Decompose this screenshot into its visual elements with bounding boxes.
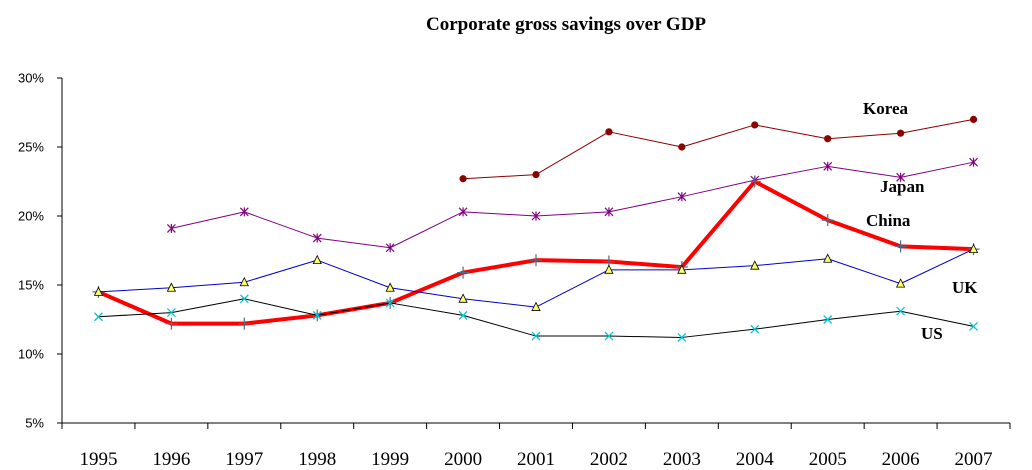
x-tick-label: 2002 (590, 449, 628, 470)
data-point-us (823, 315, 833, 324)
data-point-korea (824, 135, 832, 143)
series-uk (93, 243, 979, 311)
y-tick-label: 25% (18, 140, 44, 155)
series-labels: Korea Japan China UK US (863, 99, 978, 343)
series-label-korea: Korea (863, 99, 909, 118)
data-point-korea (751, 121, 759, 129)
x-tick-label: 2004 (736, 449, 775, 470)
data-point-japan (969, 157, 978, 167)
data-point-us (385, 298, 395, 308)
data-point-china (821, 214, 834, 227)
data-point-us (166, 308, 176, 318)
data-point-uk (385, 282, 395, 292)
data-point-uk (750, 260, 760, 270)
series-label-japan: Japan (880, 177, 925, 196)
x-tick-label: 2006 (882, 449, 920, 470)
data-point-uk (166, 282, 177, 292)
data-point-china (530, 254, 542, 267)
data-point-uk (239, 276, 249, 287)
data-point-china (748, 175, 761, 188)
y-tick-label: 30% (18, 71, 44, 86)
data-point-us (239, 294, 249, 304)
x-tick-label: 2001 (517, 449, 555, 470)
data-point-uk (531, 301, 541, 311)
data-point-uk (93, 286, 104, 296)
data-point-japan (604, 207, 614, 217)
data-point-uk (604, 264, 614, 274)
data-point-us (531, 331, 541, 341)
data-point-korea (605, 128, 613, 136)
x-tick-label: 1999 (371, 449, 409, 470)
series-line-korea (463, 118, 974, 180)
series-korea (459, 115, 978, 183)
data-point-uk (677, 264, 687, 274)
data-point-japan (385, 243, 395, 253)
data-point-japan (166, 223, 176, 233)
data-point-us (312, 310, 322, 320)
data-point-uk (895, 278, 906, 288)
series-us (94, 294, 978, 342)
data-point-uk (823, 253, 833, 263)
data-point-us (677, 332, 687, 342)
data-point-japan (896, 172, 906, 182)
data-point-korea (969, 115, 978, 123)
data-point-korea (459, 175, 467, 183)
x-tick-label: 2003 (663, 449, 701, 470)
data-point-china (238, 317, 251, 330)
data-point-us (94, 312, 103, 322)
data-point-us (896, 306, 906, 316)
data-point-korea (532, 171, 540, 179)
data-point-us (458, 310, 468, 320)
data-point-japan (677, 192, 687, 202)
y-tick-label: 5% (25, 416, 44, 431)
series-group (92, 115, 980, 342)
x-tick-label: 1995 (79, 449, 117, 470)
series-japan (166, 157, 978, 253)
data-point-japan (531, 211, 541, 221)
data-point-us (969, 321, 978, 331)
data-point-us (604, 331, 614, 341)
data-point-china (894, 240, 907, 253)
data-point-china (165, 317, 178, 330)
series-line-japan (171, 161, 974, 249)
x-tick-label: 1998 (298, 449, 336, 470)
x-tick-label: 2000 (444, 449, 482, 470)
x-tick-label: 2007 (955, 449, 993, 470)
data-point-korea (678, 143, 686, 151)
data-point-japan (823, 161, 833, 171)
data-point-china (457, 266, 470, 279)
data-point-uk (968, 243, 979, 254)
y-tick-label: 20% (18, 209, 44, 224)
series-label-uk: UK (952, 278, 978, 297)
data-point-uk (458, 293, 468, 303)
axes: 5% 10% 15% 20% 25% 30% 1995 1996 1997 1998 1999 200… (18, 71, 1011, 470)
x-tick-label: 1996 (152, 449, 190, 470)
chart-title: Corporate gross savings over GDP (426, 14, 706, 35)
data-point-japan (239, 207, 249, 217)
x-tick-label: 1997 (225, 449, 263, 470)
series-label-us: US (921, 324, 943, 343)
y-tick-label: 15% (18, 278, 44, 293)
data-point-korea (897, 129, 905, 137)
data-point-japan (312, 233, 322, 243)
series-label-china: China (866, 211, 911, 230)
x-tick-label: 2005 (809, 449, 847, 470)
data-point-us (750, 324, 760, 334)
y-tick-label: 10% (18, 347, 44, 362)
data-point-japan (458, 207, 468, 217)
data-point-uk (312, 254, 322, 265)
